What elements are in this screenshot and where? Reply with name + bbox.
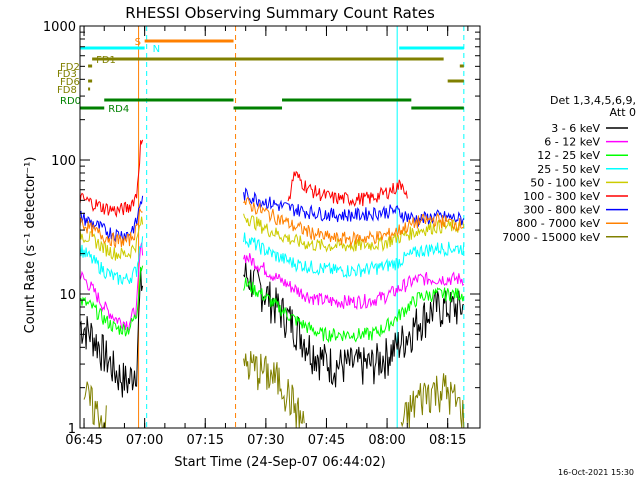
footer-timestamp: 16-Oct-2021 15:30 xyxy=(558,468,634,477)
legend-header: Det 1,3,4,5,6,9, xyxy=(550,94,636,107)
flag-label: FD6 xyxy=(60,77,80,88)
flag-label: FD8 xyxy=(57,85,77,96)
series-line xyxy=(79,139,408,218)
legend-label: 100 - 300 keV xyxy=(523,190,600,203)
y-tick-label: 1000 xyxy=(43,20,76,35)
y-axis-label: Count Rate (s⁻¹ detector⁻¹) xyxy=(23,157,38,334)
x-tick-label: 07:30 xyxy=(247,433,284,448)
y-tick-label: 100 xyxy=(51,154,76,169)
y-tick-label: 1 xyxy=(68,422,76,437)
legend-label: 6 - 12 keV xyxy=(544,136,600,149)
legend-label: 300 - 800 keV xyxy=(523,204,600,217)
legend-label: 12 - 25 keV xyxy=(537,149,600,162)
legend-label: 25 - 50 keV xyxy=(537,163,600,176)
series-line xyxy=(79,196,464,248)
x-axis-label: Start Time (24-Sep-07 06:44:02) xyxy=(174,455,385,470)
legend-header: Att 0 xyxy=(610,106,636,119)
flag-label: RD4 xyxy=(108,104,129,115)
x-tick-label: 08:00 xyxy=(368,433,405,448)
flag-label: S xyxy=(135,37,141,48)
plot-frame xyxy=(79,25,481,429)
flag-label: FD2 xyxy=(60,62,80,73)
legend-label: 7000 - 15000 keV xyxy=(502,231,600,244)
series-line xyxy=(79,213,465,261)
y-tick-label: 10 xyxy=(59,288,76,303)
series-line xyxy=(79,187,465,243)
x-tick-label: 06:45 xyxy=(65,433,102,448)
x-tick-label: 08:15 xyxy=(429,433,466,448)
series-line xyxy=(79,261,464,398)
chart-title: RHESSI Observing Summary Count Rates xyxy=(125,4,435,22)
legend-label: 3 - 6 keV xyxy=(551,122,600,135)
series-line xyxy=(83,351,465,429)
flag-label: FD3 xyxy=(57,69,77,80)
flag-label: FD1 xyxy=(96,55,116,66)
series-line xyxy=(79,242,465,331)
x-tick-label: 07:45 xyxy=(308,433,345,448)
flag-label: N xyxy=(153,44,160,55)
x-tick-label: 07:00 xyxy=(126,433,163,448)
x-tick-label: 07:15 xyxy=(187,433,224,448)
series-line xyxy=(79,265,465,344)
legend-label: 800 - 7000 keV xyxy=(516,217,600,230)
flag-label: RD0 xyxy=(60,96,81,107)
legend-label: 50 - 100 keV xyxy=(530,176,600,189)
series-line xyxy=(79,232,465,286)
